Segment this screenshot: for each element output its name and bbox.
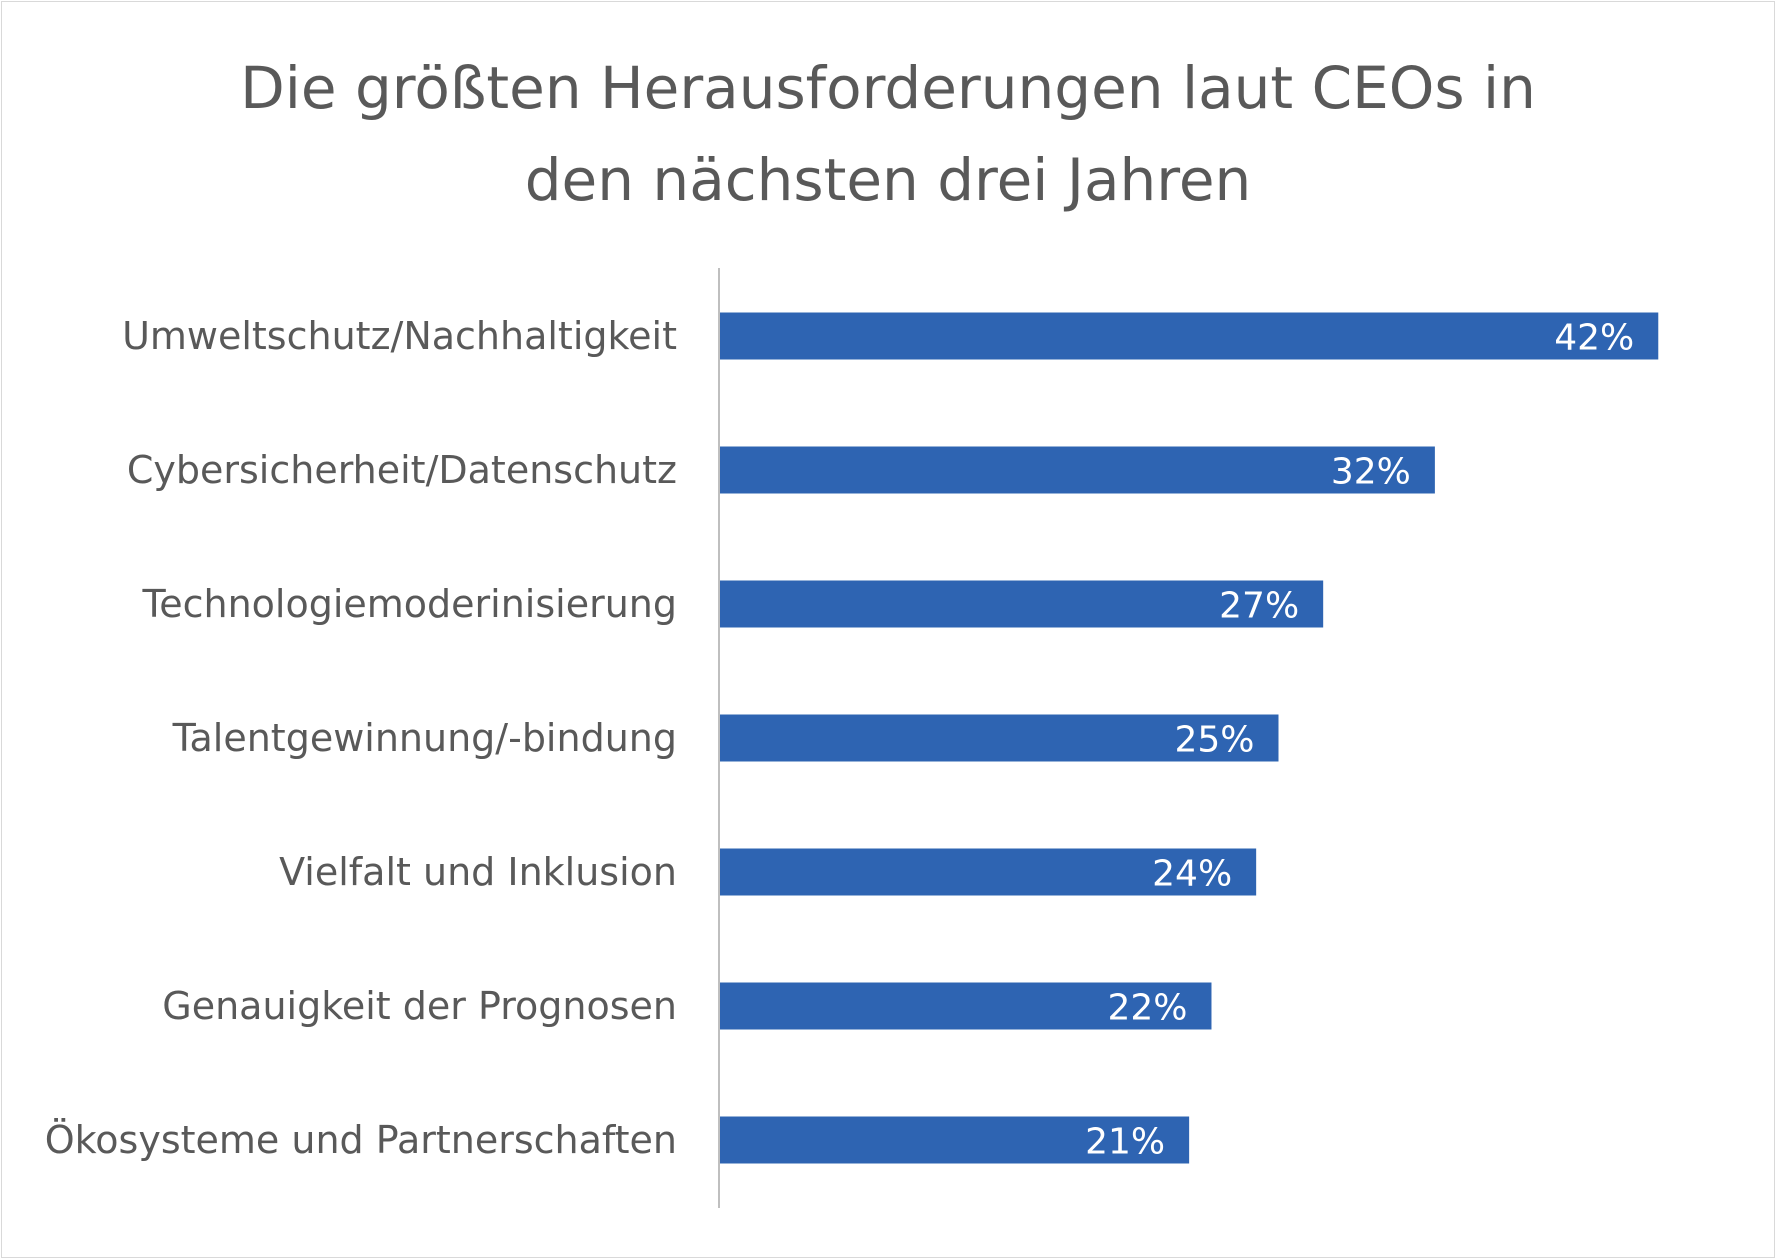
value-label-7: 21%	[1085, 1122, 1165, 1163]
value-label-6: 22%	[1107, 988, 1187, 1029]
category-label-3: Technologiemoderinisierung	[141, 582, 677, 626]
bar-7	[720, 1116, 1190, 1164]
value-label-5: 24%	[1152, 854, 1232, 895]
category-label-4: Talentgewinnung/-bindung	[172, 716, 677, 760]
chart-title-line-2: den nächsten drei Jahren	[524, 146, 1252, 214]
category-label-5: Vielfalt und Inklusion	[279, 850, 677, 894]
bar-1	[720, 312, 1659, 360]
value-label-3: 27%	[1219, 586, 1299, 627]
bar-group: Umweltschutz/Nachhaltigkeit 42% Cybersiche…	[45, 312, 1659, 1164]
chart-title: Die größten Herausforderungen laut CEOs …	[0, 42, 1776, 226]
category-label-2: Cybersicherheit/Datenschutz	[127, 448, 677, 492]
value-label-1: 42%	[1554, 318, 1634, 359]
bar-3	[720, 580, 1324, 628]
category-label-7: Ökosysteme und Partnerschaften	[45, 1118, 677, 1162]
bar-4	[720, 714, 1279, 762]
chart-title-line-1: Die größten Herausforderungen laut CEOs …	[240, 54, 1536, 122]
value-label-2: 32%	[1331, 452, 1411, 493]
bar-6	[720, 982, 1212, 1030]
bar-2	[720, 446, 1435, 494]
value-label-4: 25%	[1174, 720, 1254, 761]
category-label-6: Genauigkeit der Prognosen	[162, 984, 677, 1028]
bar-5	[720, 848, 1257, 896]
category-label-1: Umweltschutz/Nachhaltigkeit	[122, 314, 677, 358]
